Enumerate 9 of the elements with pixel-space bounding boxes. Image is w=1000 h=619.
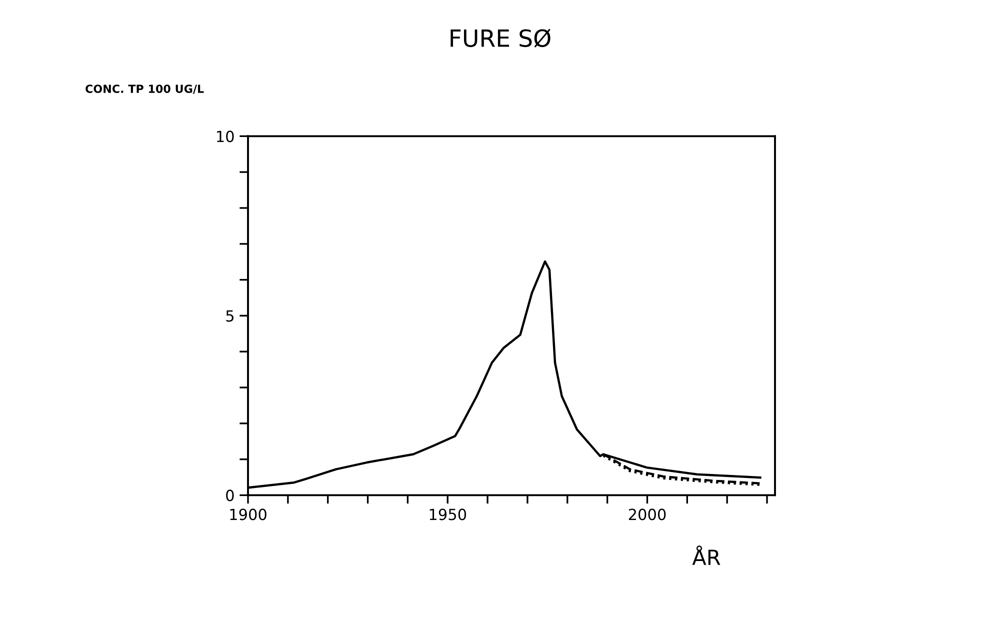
x-tick-label: 2000: [628, 508, 666, 520]
y-tick-label: 0: [226, 490, 234, 502]
x-tick-label: 1950: [430, 508, 466, 520]
x-axis-title: ÅR: [692, 546, 720, 565]
y-tick-label: 5: [226, 310, 234, 322]
y-tick-label: 10: [217, 130, 234, 142]
chart-title: FURE SØ: [450, 28, 550, 48]
x-tick-label: 1900: [230, 508, 266, 520]
y-axis-title: CONC. TP 100 UG/L: [86, 84, 204, 94]
